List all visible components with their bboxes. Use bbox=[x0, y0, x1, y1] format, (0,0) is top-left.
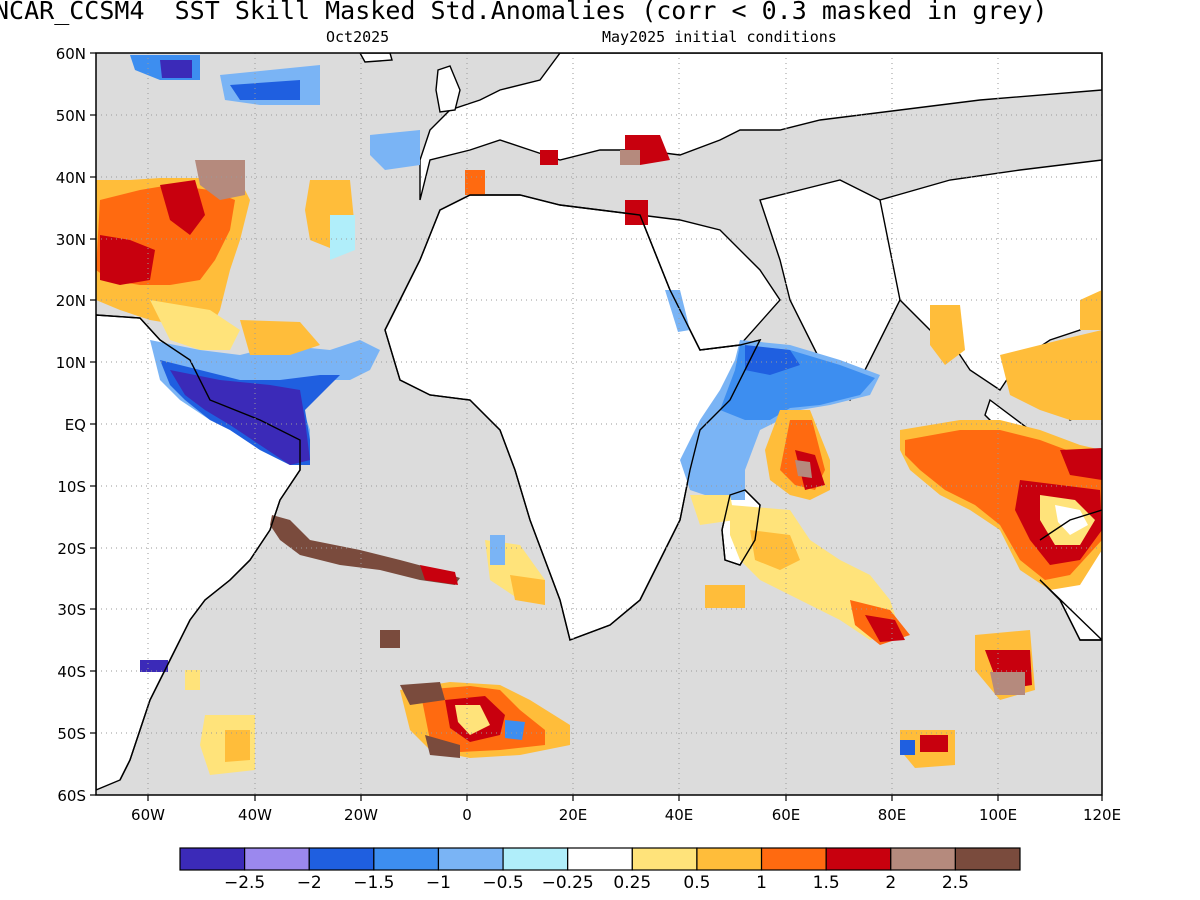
lon-label: 60E bbox=[772, 806, 801, 824]
colorbar: −2.5 −2 −1.5 −1 −0.5 −0.25 0.25 0.5 1 1.5 2 2.5 bbox=[179, 847, 1021, 893]
colorbar-swatch bbox=[308, 847, 375, 871]
colorbar-label: −2 bbox=[297, 873, 322, 893]
lon-label: 40W bbox=[238, 806, 272, 824]
lat-label: 20S bbox=[57, 540, 86, 558]
forecast-month: Oct2025 bbox=[326, 28, 390, 46]
latitude-labels: 60N 50N 40N 30N 20N 10N EQ 10S 20S 30S 4… bbox=[56, 45, 86, 805]
colorbar-swatch bbox=[890, 847, 956, 871]
lon-label: 20W bbox=[344, 806, 378, 824]
colorbar-swatch bbox=[179, 847, 246, 871]
colorbar-swatch bbox=[760, 847, 827, 871]
lon-label: 120E bbox=[1083, 806, 1121, 824]
lon-label: 0 bbox=[462, 806, 472, 824]
colorbar-label: −1 bbox=[426, 873, 451, 893]
colorbar-label: 0.25 bbox=[613, 873, 651, 893]
lon-label: 80E bbox=[878, 806, 907, 824]
lat-label: 10S bbox=[57, 478, 86, 496]
lat-label: 30N bbox=[56, 231, 86, 249]
colorbar-swatch bbox=[437, 847, 504, 871]
colorbar-label: 1.5 bbox=[813, 873, 840, 893]
lat-label: 50N bbox=[56, 107, 86, 125]
colorbar-label: 2 bbox=[885, 873, 896, 893]
colorbar-label: 0.5 bbox=[683, 873, 710, 893]
gridlines bbox=[96, 53, 1102, 795]
colorbar-label: −1.5 bbox=[353, 873, 394, 893]
colorbar-label: −0.25 bbox=[542, 873, 594, 893]
colorbar-label: 1 bbox=[756, 873, 767, 893]
colorbar-label: 2.5 bbox=[942, 873, 969, 893]
lat-label: 60S bbox=[57, 787, 86, 805]
colorbar-swatch bbox=[244, 847, 310, 871]
anomaly-fields bbox=[96, 55, 1102, 775]
lon-label: 40E bbox=[665, 806, 694, 824]
colorbar-swatch bbox=[696, 847, 763, 871]
lat-label: 20N bbox=[56, 292, 86, 310]
colorbar-swatch bbox=[631, 847, 698, 871]
lon-label: 60W bbox=[131, 806, 165, 824]
map-title: NCAR_CCSM4 SST Skill Masked Std.Anomalie… bbox=[0, 0, 1048, 25]
lat-label: 10N bbox=[56, 354, 86, 372]
colorbar-label: −0.5 bbox=[482, 873, 523, 893]
longitude-labels: 60W 40W 20W 0 20E 40E 60E 80E 100E 120E bbox=[131, 806, 1121, 824]
coastlines bbox=[96, 194, 1102, 781]
colorbar-swatch bbox=[954, 847, 1021, 871]
axis-ticks bbox=[90, 52, 1103, 801]
colorbar-label: −2.5 bbox=[224, 873, 265, 893]
colorbar-swatch bbox=[502, 847, 569, 871]
lat-label: 30S bbox=[57, 601, 86, 619]
lat-label: 50S bbox=[57, 725, 86, 743]
colorbar-swatch bbox=[373, 847, 440, 871]
lat-label: 60N bbox=[56, 45, 86, 63]
lat-label: EQ bbox=[65, 416, 86, 434]
colorbar-swatch bbox=[825, 847, 892, 871]
lon-label: 20E bbox=[559, 806, 588, 824]
lat-label: 40N bbox=[56, 169, 86, 187]
lat-label: 40S bbox=[57, 663, 86, 681]
lon-label: 100E bbox=[979, 806, 1017, 824]
initial-conditions: May2025 initial conditions bbox=[602, 28, 837, 46]
colorbar-swatch bbox=[567, 847, 633, 871]
